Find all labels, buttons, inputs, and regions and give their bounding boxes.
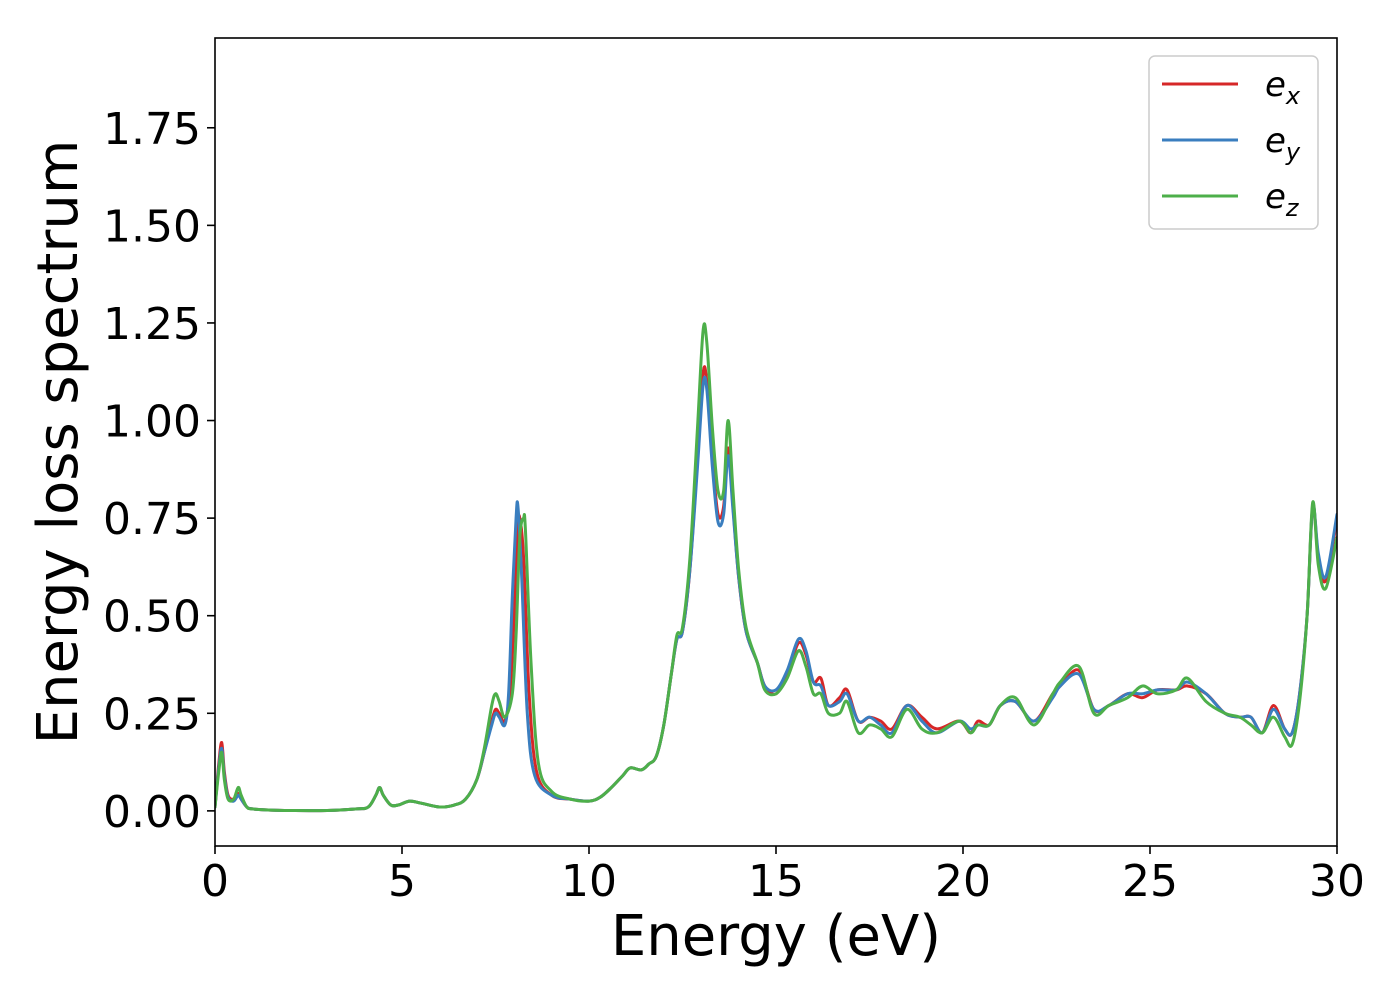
- legend-box: [1148, 55, 1319, 230]
- legend-label-z: ez: [1265, 177, 1300, 222]
- y-tick-label: 0.50: [103, 592, 201, 643]
- series-line-z: [215, 322, 1337, 813]
- x-tick-label: 10: [561, 856, 617, 907]
- y-tick-label: 1.00: [103, 397, 201, 448]
- x-axis: 0 5 10 15 20 25 30: [201, 846, 1365, 907]
- y-tick-label: 1.50: [103, 201, 201, 252]
- series-layer: [215, 322, 1337, 813]
- legend: ex ey ez: [1148, 55, 1319, 230]
- y-tick-label: 1.25: [103, 299, 201, 350]
- legend-label-y: ey: [1265, 121, 1301, 166]
- x-tick-label: 20: [935, 856, 991, 907]
- legend-label-x: ex: [1265, 65, 1301, 110]
- x-tick-label: 25: [1122, 856, 1178, 907]
- y-tick-label: 0.75: [103, 494, 201, 545]
- y-tick-label: 0.25: [103, 689, 201, 740]
- y-tick-label: 0.00: [103, 787, 201, 838]
- x-tick-label: 0: [201, 856, 229, 907]
- x-tick-label: 15: [748, 856, 804, 907]
- x-tick-label: 30: [1309, 856, 1365, 907]
- x-tick-label: 5: [388, 856, 416, 907]
- y-tick-label: 1.75: [103, 104, 201, 155]
- y-axis-label: Energy loss spectrum: [26, 140, 91, 745]
- x-axis-label: Energy (eV): [611, 904, 941, 969]
- y-axis: 0.00 0.25 0.50 0.75 1.00 1.25 1.50 1.75: [103, 104, 215, 838]
